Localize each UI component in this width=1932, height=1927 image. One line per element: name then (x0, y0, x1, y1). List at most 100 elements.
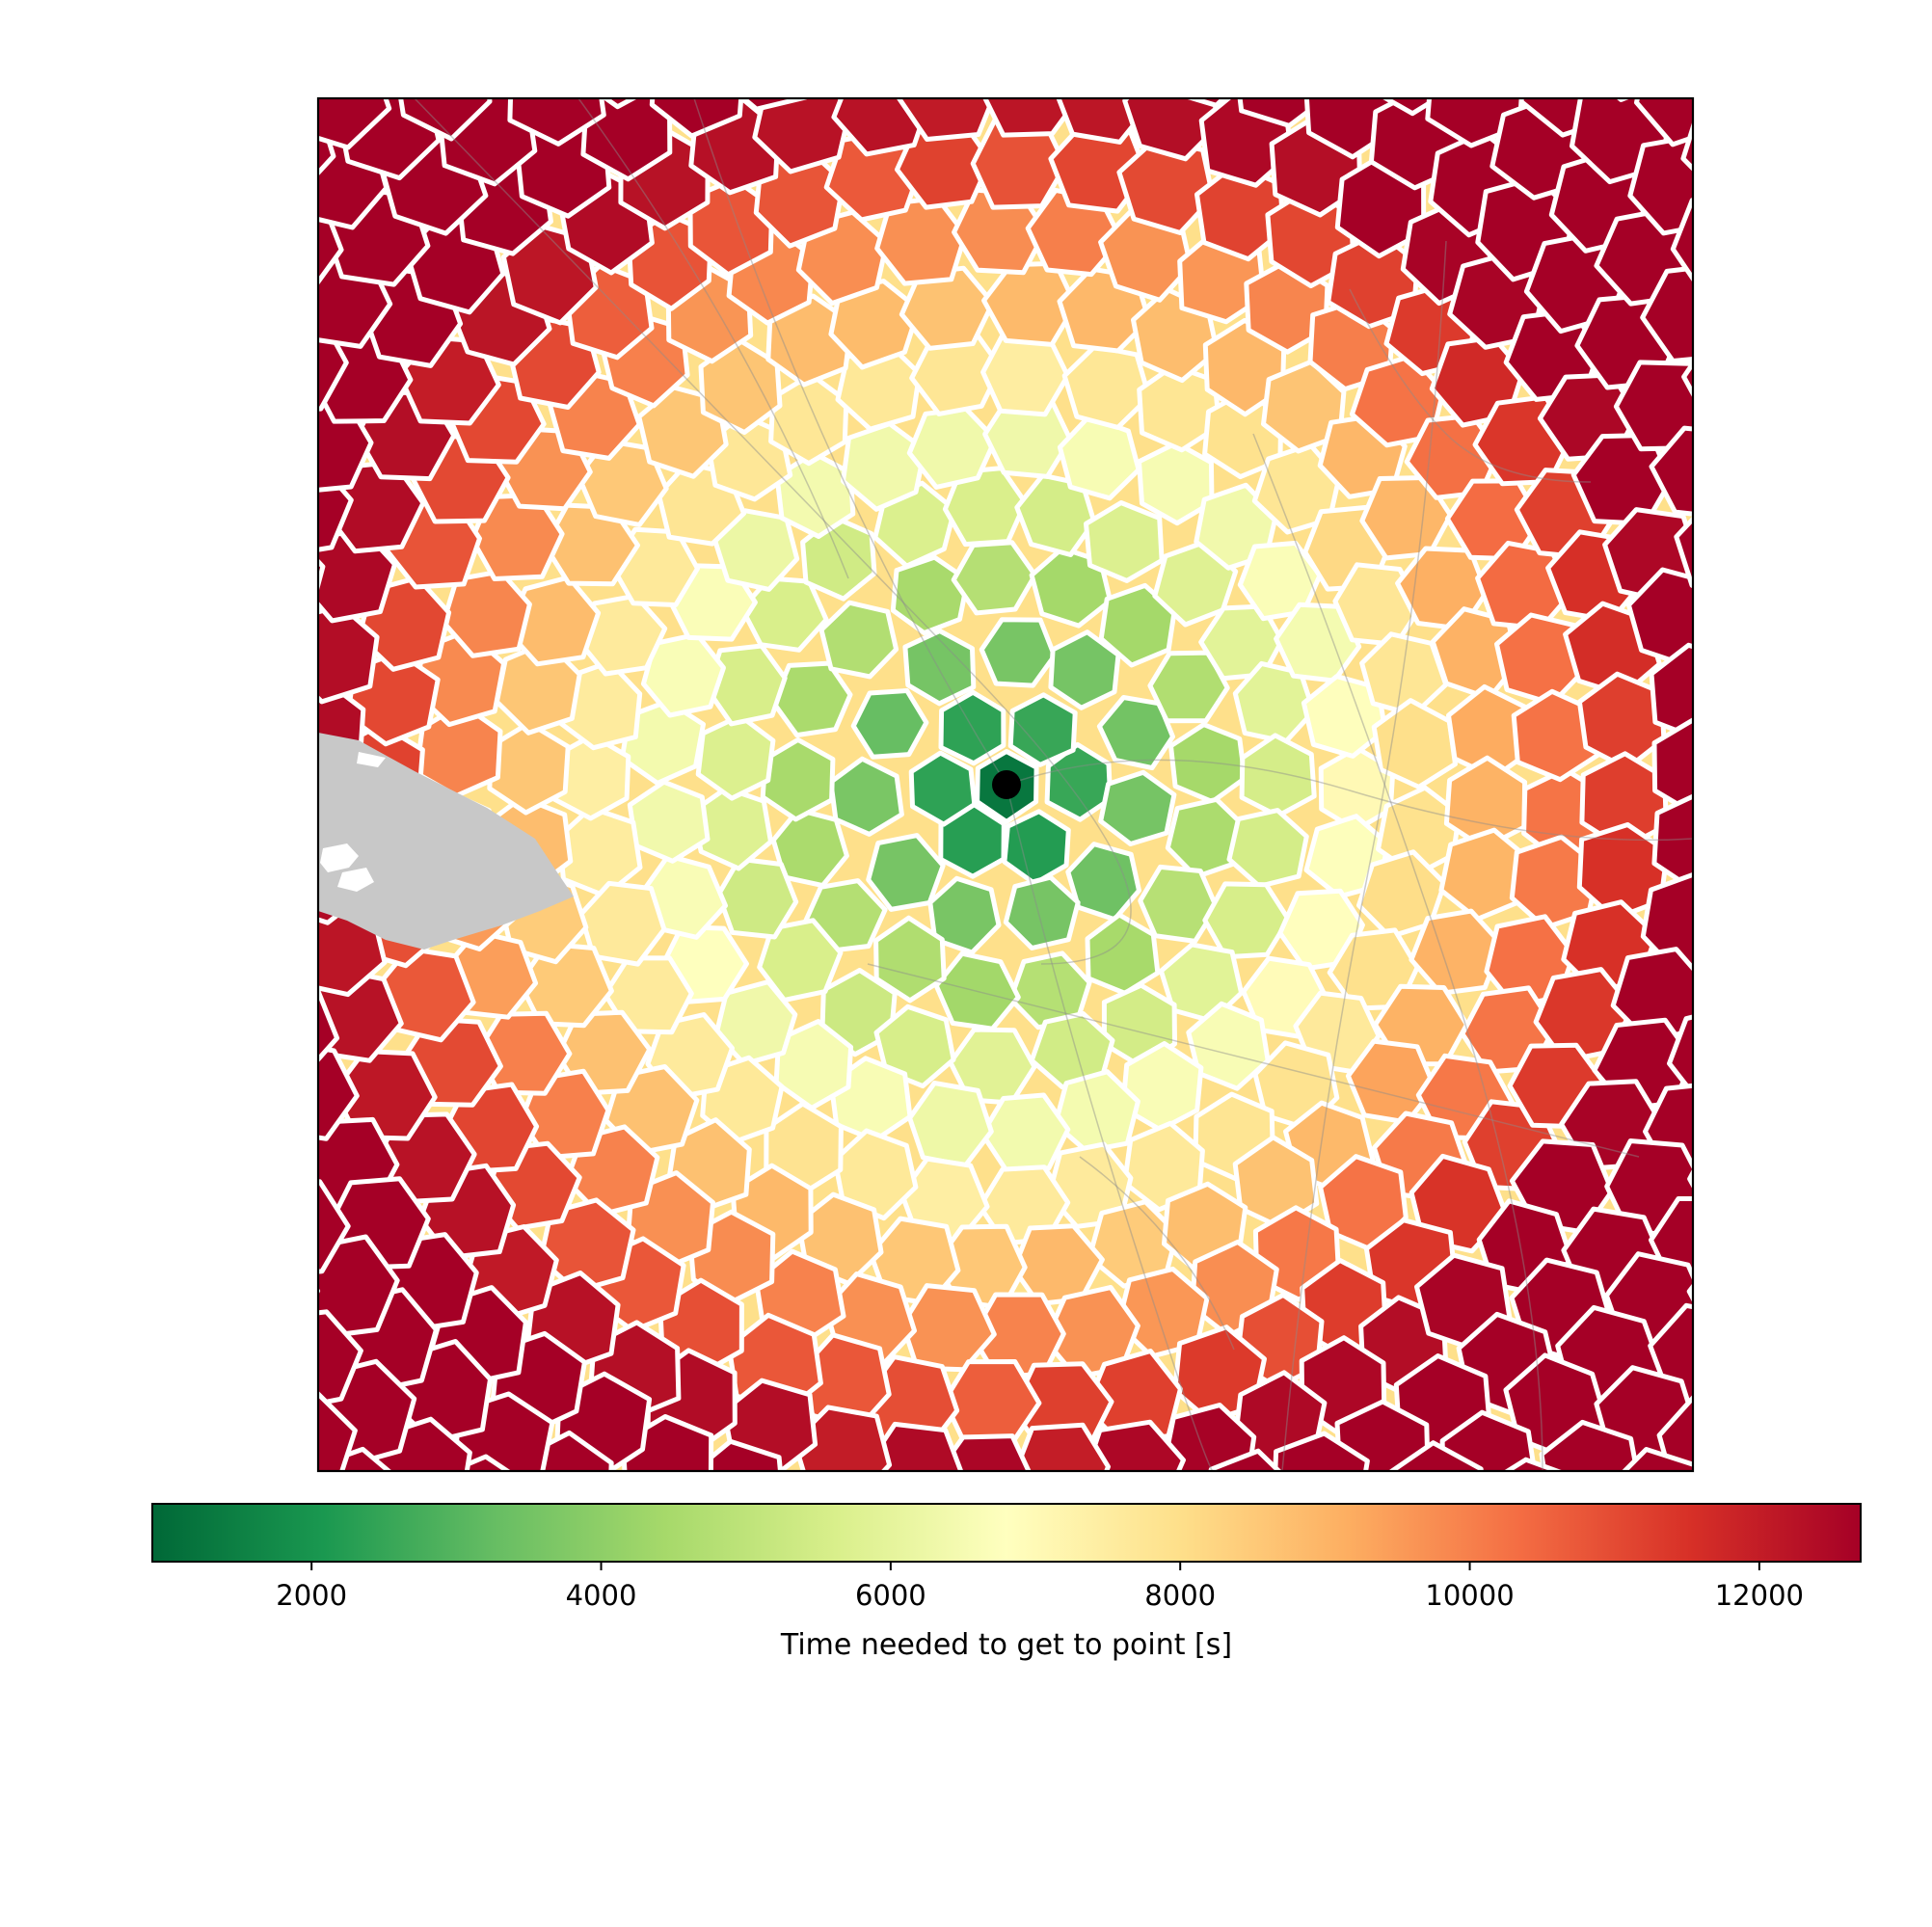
travel-time-cell (139, 79, 248, 182)
travel-time-cell (201, 835, 295, 932)
colorbar-tick-label: 8000 (1144, 1579, 1216, 1612)
travel-time-cell (1855, 1088, 1932, 1190)
travel-time-cell (866, 833, 946, 912)
travel-time-cell (1786, 841, 1881, 945)
map-area (0, 0, 1932, 1877)
travel-time-cell (1634, 98, 1693, 147)
origin-point-marker (992, 770, 1021, 799)
travel-time-cell (1048, 629, 1121, 710)
travel-time-cell (1785, 1350, 1892, 1453)
travel-time-cell (147, 887, 246, 988)
travel-time-cell (818, 600, 899, 680)
travel-time-cell (390, 0, 490, 47)
travel-time-cell (1615, 98, 1632, 102)
travel-time-cell (510, 1671, 609, 1780)
travel-time-cell (1012, 1422, 1111, 1471)
travel-time-cell (0, 1142, 106, 1243)
travel-time-cell (555, 1615, 655, 1725)
travel-time-cell (1748, 324, 1853, 419)
travel-time-cell (334, 0, 437, 93)
travel-time-cell (130, 736, 220, 843)
travel-time-cell (175, 1181, 280, 1276)
travel-time-cell (134, 223, 245, 318)
travel-time-cell (189, 22, 296, 129)
travel-time-cell (1381, 98, 1442, 117)
travel-time-cell (1085, 912, 1161, 996)
travel-time-cell (318, 1390, 358, 1471)
travel-time-cell (1845, 353, 1932, 452)
travel-time-cell (1651, 717, 1693, 816)
travel-time-cell (1288, 1643, 1391, 1753)
travel-time-cell (128, 812, 222, 917)
travel-time-cell (18, 482, 127, 591)
travel-time-cell (622, 1646, 725, 1755)
travel-time-cell (1539, 1419, 1640, 1471)
travel-time-cell (594, 0, 691, 19)
travel-time-cell (531, 0, 624, 42)
travel-time-cell (1836, 523, 1932, 629)
travel-time-cell (0, 938, 106, 1045)
travel-time-cell (64, 341, 170, 442)
travel-time-cell (1857, 818, 1932, 928)
travel-time-cell (1503, 1457, 1565, 1471)
travel-time-cell (40, 415, 148, 522)
travel-time-cell (1007, 692, 1078, 767)
travel-time-cell (1184, 98, 1227, 108)
road-line (414, 98, 1132, 965)
road-line (693, 98, 1007, 786)
water-body-island (320, 843, 359, 872)
travel-time-cell (34, 1217, 147, 1313)
travel-time-cell (1640, 265, 1693, 363)
travel-time-cell (0, 636, 24, 744)
travel-time-cell (916, 1705, 1022, 1803)
travel-time-cell (1167, 1751, 1279, 1854)
travel-time-cell (908, 750, 978, 827)
travel-time-cell (702, 0, 801, 40)
travel-time-cell (1827, 1159, 1932, 1255)
travel-time-cell (1717, 791, 1812, 892)
travel-time-cell (1226, 0, 1326, 49)
travel-time-cell (1774, 918, 1869, 1020)
travel-time-cell (760, 736, 836, 822)
travel-time-cell (724, 1747, 838, 1853)
travel-time-cell (507, 98, 606, 147)
travel-time-cell (83, 974, 189, 1078)
travel-time-cell (1681, 359, 1693, 399)
travel-time-cell (1316, 1705, 1423, 1815)
road-line (1349, 288, 1592, 483)
travel-time-cell (947, 1776, 1057, 1877)
travel-time-cell (715, 856, 799, 940)
travel-time-cell (1865, 1231, 1932, 1330)
travel-time-cell (1777, 95, 1887, 201)
travel-time-cell (1805, 286, 1918, 382)
travel-time-cell (151, 318, 259, 415)
colorbar-ticks: 2000 4000 6000 8000 10000 12000 (276, 1562, 1804, 1612)
travel-time-cell (1810, 450, 1913, 552)
travel-time-cell (1923, 644, 1932, 754)
travel-time-cell (1784, 384, 1892, 482)
travel-time-cell (79, 1153, 189, 1254)
travel-time-cell (1712, 1057, 1821, 1154)
travel-time-cell (1915, 572, 1932, 678)
travel-time-cell (647, 1726, 758, 1833)
travel-time-cell (108, 1343, 218, 1449)
travel-time-cell (1757, 539, 1861, 642)
travel-time-cell (0, 792, 90, 899)
travel-time-cell (1137, 1684, 1248, 1786)
travel-time-cell (162, 515, 262, 614)
travel-time-cell (1524, 1603, 1625, 1717)
road-line (1006, 784, 1215, 1471)
travel-time-cell (1390, 1668, 1490, 1784)
travel-time-cell (1680, 120, 1693, 173)
travel-time-cell (1751, 988, 1851, 1089)
travel-time-cell (1737, 1410, 1846, 1514)
travel-time-cell (1580, 1564, 1680, 1673)
road-line (1079, 1156, 1235, 1351)
travel-time-cell (0, 1074, 77, 1180)
travel-time-cell (1904, 941, 1932, 1046)
travel-time-cell (1674, 515, 1693, 589)
travel-time-cell (1899, 1158, 1932, 1258)
travel-time-cell (1720, 257, 1824, 353)
travel-time-cell (1462, 0, 1558, 92)
